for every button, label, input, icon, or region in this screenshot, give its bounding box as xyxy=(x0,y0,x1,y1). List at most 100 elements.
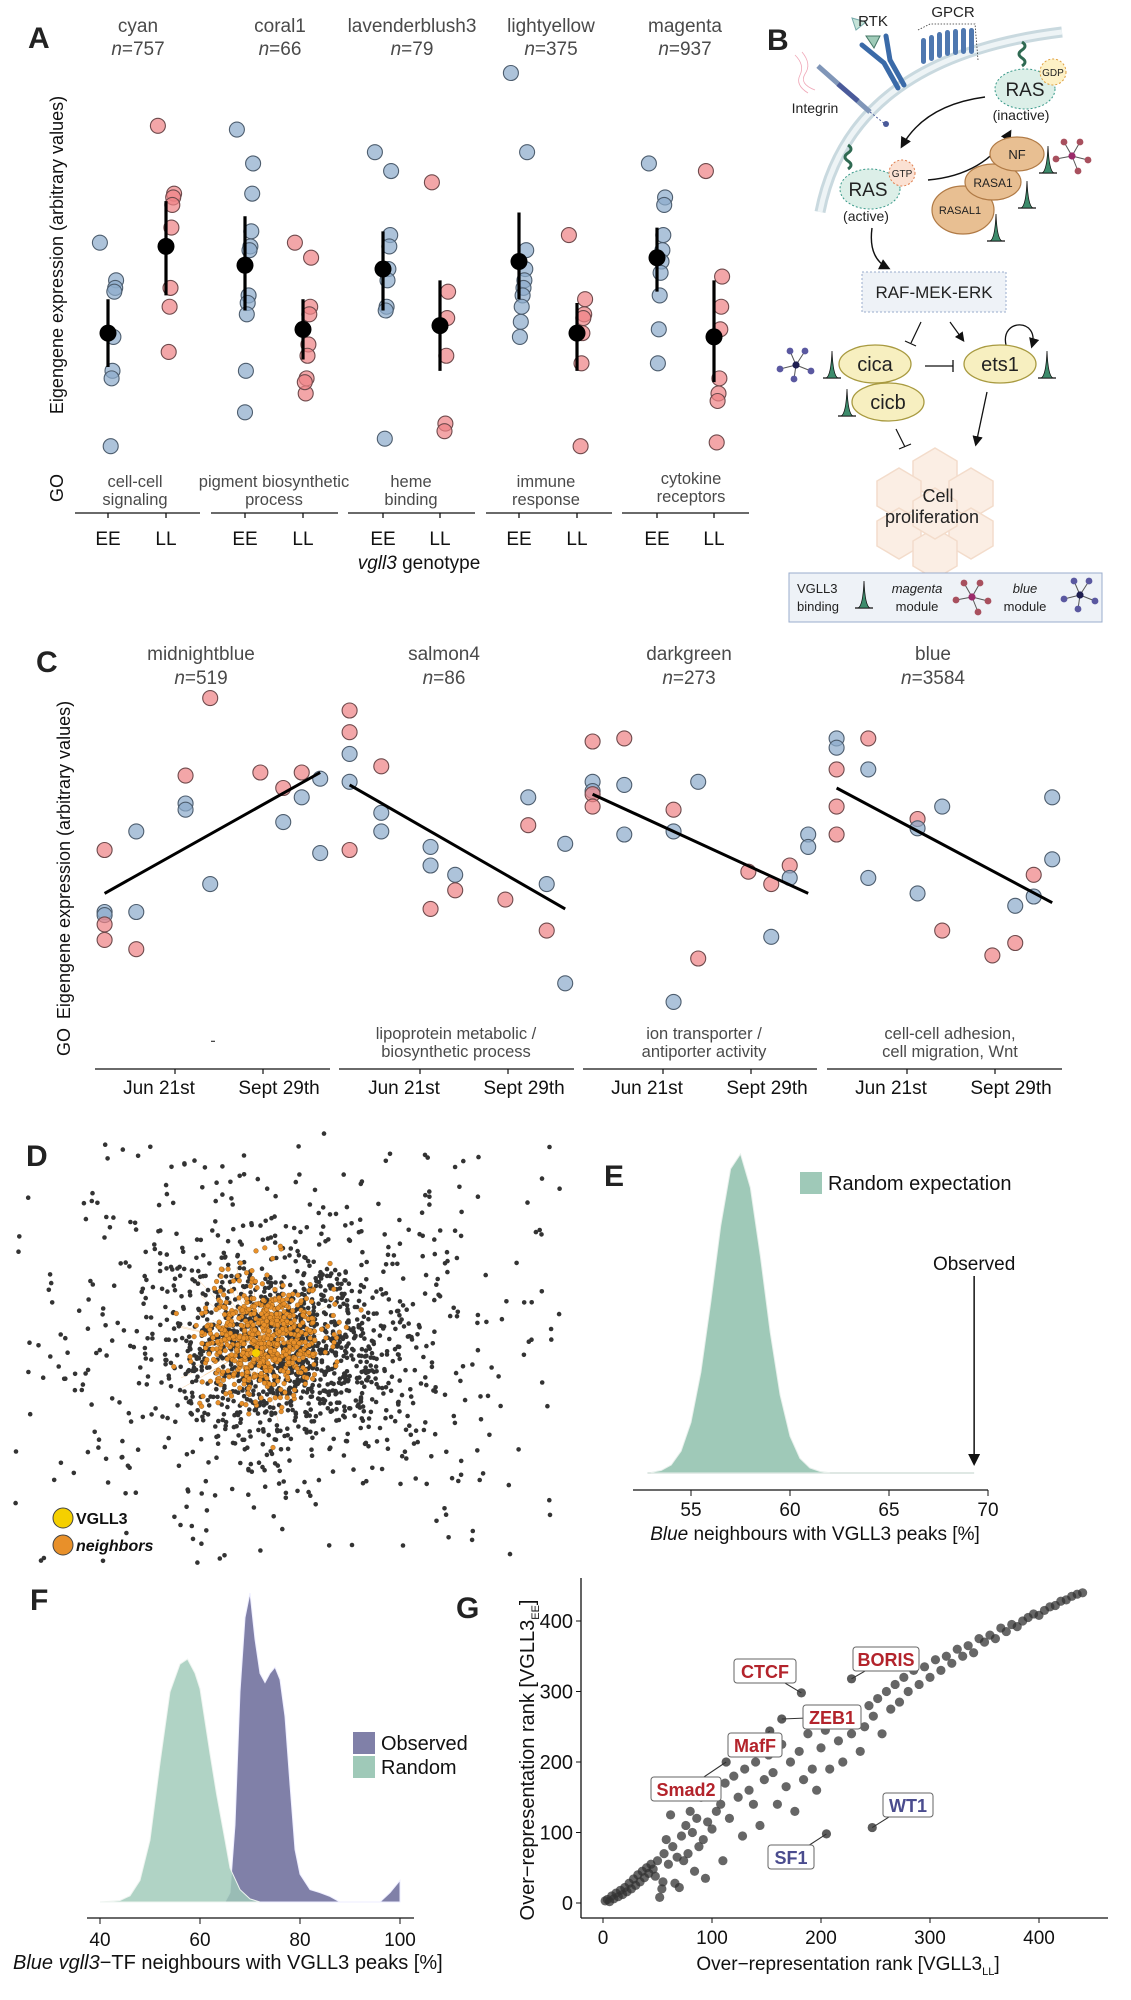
data-point xyxy=(160,343,177,361)
neighbor-node xyxy=(305,1349,312,1355)
network-node xyxy=(314,1366,320,1372)
label-box xyxy=(882,1792,934,1818)
network-node xyxy=(437,1294,443,1299)
magenta-module-icon xyxy=(1052,138,1092,175)
network-node xyxy=(231,1398,236,1404)
network-node xyxy=(366,1316,371,1322)
neighbor-node xyxy=(311,1361,317,1368)
network-node xyxy=(339,1295,345,1301)
network-node xyxy=(360,1249,365,1255)
network-node xyxy=(119,1455,124,1460)
network-node xyxy=(220,1417,226,1423)
network-node xyxy=(231,1328,237,1333)
data-point xyxy=(718,1856,728,1866)
point-label: BORIS xyxy=(857,1650,914,1670)
observed-label: Observed xyxy=(933,1254,1015,1275)
network-node xyxy=(143,1356,149,1361)
network-node xyxy=(313,1276,319,1281)
network-node xyxy=(342,1380,347,1385)
data-point xyxy=(777,1714,787,1724)
network-node xyxy=(557,1186,562,1191)
network-node xyxy=(188,1347,193,1352)
network-node xyxy=(346,1341,351,1346)
network-node xyxy=(195,1281,201,1286)
network-node xyxy=(368,1363,374,1368)
network-node xyxy=(296,1424,301,1429)
neighbor-node xyxy=(221,1292,227,1298)
network-node xyxy=(387,1336,392,1342)
network-node xyxy=(338,1358,344,1364)
module-name: magenta xyxy=(648,16,722,37)
data-point xyxy=(584,733,601,750)
network-node xyxy=(319,1231,324,1237)
network-node xyxy=(311,1259,317,1265)
data-point xyxy=(881,1686,892,1697)
n-value: =375 xyxy=(535,39,578,60)
network-node xyxy=(349,1542,355,1548)
network-node xyxy=(318,1347,324,1352)
network-node xyxy=(184,1338,189,1344)
neighbor-node xyxy=(358,1307,364,1313)
network-node xyxy=(198,1352,204,1357)
neighbor-node xyxy=(300,1320,306,1326)
network-node xyxy=(13,1500,18,1506)
network-node xyxy=(521,1352,527,1358)
date-tick-label: Sept 29th xyxy=(726,1078,807,1099)
neighbor-node xyxy=(191,1334,197,1340)
data-point xyxy=(737,1831,748,1841)
neighbor-node xyxy=(260,1297,266,1303)
network-node xyxy=(260,1442,266,1447)
network-node xyxy=(308,1394,314,1400)
network-node xyxy=(311,1308,316,1314)
network-node xyxy=(117,1400,122,1405)
network-node xyxy=(88,1278,93,1284)
network-node xyxy=(397,1320,403,1325)
network-node xyxy=(148,1144,153,1150)
network-node xyxy=(248,1461,254,1467)
network-node xyxy=(188,1400,194,1406)
neighbor-node xyxy=(236,1295,242,1301)
data-point xyxy=(296,374,313,391)
data-point xyxy=(772,1799,783,1809)
network-node xyxy=(220,1192,225,1197)
network-node xyxy=(335,1295,341,1301)
network-node xyxy=(304,1225,310,1230)
network-node xyxy=(219,1255,224,1260)
data-point xyxy=(744,1785,754,1795)
network-node xyxy=(344,1438,350,1444)
network-node xyxy=(230,1202,235,1207)
network-node xyxy=(135,1153,141,1159)
network-node xyxy=(383,1385,389,1390)
network-node xyxy=(403,1427,409,1433)
network-node xyxy=(80,1382,86,1387)
network-node xyxy=(194,1237,200,1242)
network-node xyxy=(475,1320,480,1326)
n-symbol: n xyxy=(662,668,673,689)
data-point xyxy=(341,841,358,859)
neighbor-node xyxy=(222,1311,228,1318)
network-node xyxy=(184,1504,189,1510)
label-box xyxy=(802,1704,862,1730)
neighbor-node xyxy=(220,1369,226,1375)
network-node xyxy=(248,1290,253,1295)
network-node xyxy=(341,1453,347,1458)
network-node xyxy=(358,1333,364,1338)
network-node xyxy=(352,1334,358,1340)
network-node xyxy=(321,1400,327,1406)
network-node xyxy=(297,1172,302,1177)
neighbor-node xyxy=(254,1344,260,1350)
neighbor-node xyxy=(291,1387,298,1393)
data-point xyxy=(96,931,113,948)
network-node xyxy=(358,1359,363,1365)
vgll3-node xyxy=(252,1349,260,1357)
network-node xyxy=(163,1304,168,1310)
network-node xyxy=(202,1410,207,1416)
network-node xyxy=(304,1413,309,1419)
network-node xyxy=(423,1375,428,1380)
neighbor-node xyxy=(223,1299,229,1305)
data-point xyxy=(969,1648,979,1658)
network-node xyxy=(357,1289,363,1294)
vgll3-node-legend-icon xyxy=(52,1507,74,1529)
